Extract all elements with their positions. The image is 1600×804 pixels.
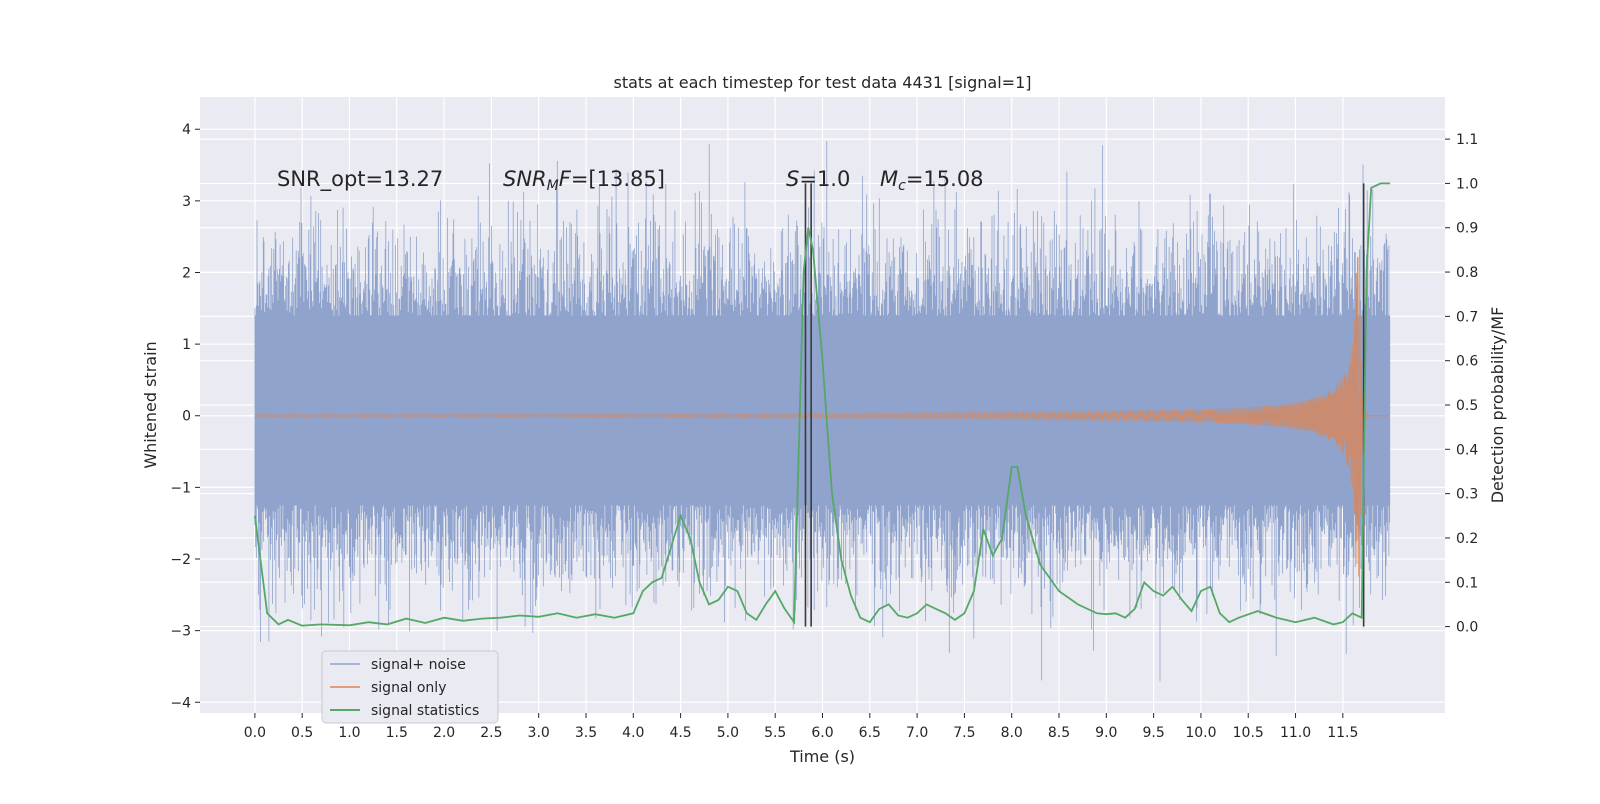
y-tick-label-right: 0.8 — [1456, 265, 1478, 281]
chart-title: stats at each timestep for test data 443… — [613, 73, 1031, 92]
annotation-part: =1.0 — [799, 167, 850, 191]
x-tick-label: 8.5 — [1048, 725, 1070, 741]
y-tick-label-right: 0.7 — [1456, 309, 1478, 325]
x-tick-label: 1.0 — [338, 725, 360, 741]
x-tick-label: 9.5 — [1142, 725, 1164, 741]
legend-label: signal statistics — [371, 703, 479, 719]
x-tick-label: 10.5 — [1233, 725, 1264, 741]
x-tick-label: 5.0 — [717, 725, 739, 741]
y-tick-label-left: 4 — [182, 122, 191, 138]
x-tick-label: 6.0 — [811, 725, 833, 741]
legend-label: signal+ noise — [371, 657, 466, 673]
x-tick-label: 3.0 — [528, 725, 550, 741]
y-tick-label-right: 0.5 — [1456, 398, 1478, 414]
legend: signal+ noise signal only signal statistic… — [321, 650, 499, 724]
y-tick-label-left: −3 — [170, 624, 191, 640]
x-tick-label: 0.0 — [244, 725, 266, 741]
series-signal-only — [254, 256, 1391, 577]
annotation-4: Mc=15.08 — [880, 167, 984, 194]
x-tick-label: 0.5 — [291, 725, 313, 741]
legend-box — [321, 650, 499, 724]
axes: 0.0 0.5 1.0 1.5 2.0 2.5 3.0 3.5 4.0 4.5 5.0 5.5 6.0 6… — [170, 122, 1478, 741]
y-tick-label-right: 0.0 — [1456, 620, 1478, 636]
noise-spikes — [254, 140, 1390, 682]
y-tick-label-left: −1 — [170, 480, 191, 496]
annotation-part: =[13.85] — [571, 167, 665, 191]
x-tick-label: 4.0 — [622, 725, 644, 741]
y-tick-label-right: 0.3 — [1456, 487, 1478, 503]
annotation-2: SNRMF=[13.85] — [503, 167, 665, 194]
annotation-3: S=1.0 — [786, 167, 850, 191]
legend-label: signal only — [371, 680, 446, 696]
series-signal-noise — [254, 140, 1391, 682]
annotation-part: SNR — [503, 167, 547, 191]
y-tick-label-right: 0.9 — [1456, 221, 1478, 237]
y-axis-label-left: Whitened strain — [141, 341, 160, 468]
x-tick-label: 3.5 — [575, 725, 597, 741]
annotation-part: M — [880, 167, 898, 191]
y-tick-label-left: 2 — [182, 265, 191, 281]
x-tick-label: 11.5 — [1327, 725, 1358, 741]
annotation-part: S — [786, 167, 799, 191]
x-tick-label: 7.0 — [906, 725, 928, 741]
y-tick-label-left: 3 — [182, 194, 191, 210]
y-tick-label-left: −4 — [170, 695, 191, 711]
x-tick-label: 4.5 — [669, 725, 691, 741]
y-tick-label-left: −2 — [170, 552, 191, 568]
y-tick-label-left: 0 — [182, 409, 191, 425]
y-tick-label-right: 0.1 — [1456, 575, 1478, 591]
series-signal-statistics — [254, 182, 1391, 627]
x-tick-label: 2.0 — [433, 725, 455, 741]
y-tick-label-right: 1.0 — [1456, 176, 1478, 192]
x-tick-label: 6.5 — [859, 725, 881, 741]
y-tick-label-left: 1 — [182, 337, 191, 353]
x-tick-label: 1.5 — [386, 725, 408, 741]
y-tick-label-right: 1.1 — [1456, 132, 1478, 148]
x-tick-label: 2.5 — [480, 725, 502, 741]
annotations: SNR_opt=13.27 SNRMF=[13.85] S=1.0 Mc=15.08 — [277, 167, 984, 194]
y-tick-label-right: 0.6 — [1456, 354, 1478, 370]
annotation-part: M — [547, 178, 559, 194]
x-tick-label: 11.0 — [1280, 725, 1311, 741]
annotation-part: F — [559, 167, 572, 191]
annotation-part: c — [898, 178, 906, 194]
annotation-1: SNR_opt=13.27 — [277, 167, 443, 192]
y-axis-label-right: Detection probability/MF — [1488, 307, 1507, 504]
annotation-part: =15.08 — [906, 167, 984, 191]
y-tick-label-right: 0.2 — [1456, 531, 1478, 547]
y-tick-label-right: 0.4 — [1456, 442, 1478, 458]
x-tick-label: 5.5 — [764, 725, 786, 741]
x-tick-label: 10.0 — [1185, 725, 1216, 741]
x-axis-label: Time (s) — [789, 747, 855, 766]
x-tick-label: 9.0 — [1095, 725, 1117, 741]
x-tick-label: 8.0 — [1001, 725, 1023, 741]
x-tick-label: 7.5 — [953, 725, 975, 741]
